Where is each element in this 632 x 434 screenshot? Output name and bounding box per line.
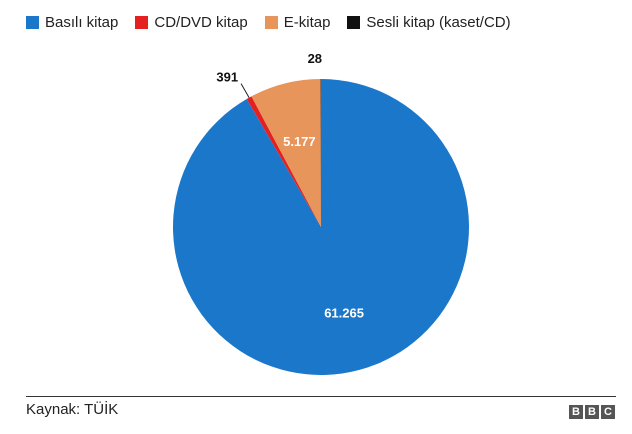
legend-swatch-e-kitap: [264, 16, 278, 29]
legend-swatch-basili: [26, 16, 39, 29]
data-label-basili: 61.265: [324, 306, 364, 321]
legend-label-sesli: Sesli kitap (kaset/CD): [366, 14, 511, 31]
pie-slice-cd-dvd: [246, 96, 321, 227]
pie-slice-e-kitap: [251, 79, 321, 227]
legend-item-cd-dvd: CD/DVD kitap: [135, 14, 248, 31]
bbc-logo-letter: B: [569, 405, 583, 419]
legend-item-basili: Basılı kitap: [26, 14, 118, 31]
leader-line-cd-dvd: [240, 83, 250, 98]
legend-label-e-kitap: E-kitap: [283, 14, 331, 31]
pie-slice-basili: [172, 79, 469, 375]
chart-legend: Basılı kitap CD/DVD kitap E-kitap Sesli …: [26, 14, 528, 31]
bbc-logo-letter: C: [601, 405, 615, 419]
legend-label-basili: Basılı kitap: [45, 14, 119, 31]
bbc-logo: B B C: [567, 405, 615, 419]
data-label-cd-dvd: 391: [216, 70, 238, 85]
legend-item-e-kitap: E-kitap: [264, 14, 331, 31]
bbc-logo-letter: B: [585, 405, 599, 419]
legend-swatch-sesli: [347, 16, 361, 29]
legend-item-sesli: Sesli kitap (kaset/CD): [347, 14, 511, 31]
source-note: Kaynak: TÜİK: [26, 401, 119, 418]
legend-swatch-cd-dvd: [135, 16, 149, 29]
footer-divider: [26, 396, 616, 397]
legend-label-cd-dvd: CD/DVD kitap: [154, 14, 248, 31]
data-label-e-kitap: 5.177: [283, 134, 316, 149]
data-label-sesli: 28: [308, 51, 322, 66]
